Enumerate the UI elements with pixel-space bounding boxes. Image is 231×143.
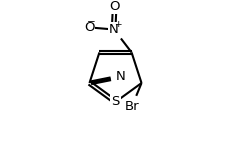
Text: O: O: [109, 0, 120, 13]
Text: −: −: [87, 17, 96, 27]
Text: O: O: [84, 21, 94, 34]
Text: +: +: [115, 20, 122, 29]
Text: Br: Br: [125, 100, 139, 113]
Text: S: S: [111, 95, 120, 108]
Text: N: N: [109, 23, 119, 36]
Text: N: N: [116, 70, 126, 83]
